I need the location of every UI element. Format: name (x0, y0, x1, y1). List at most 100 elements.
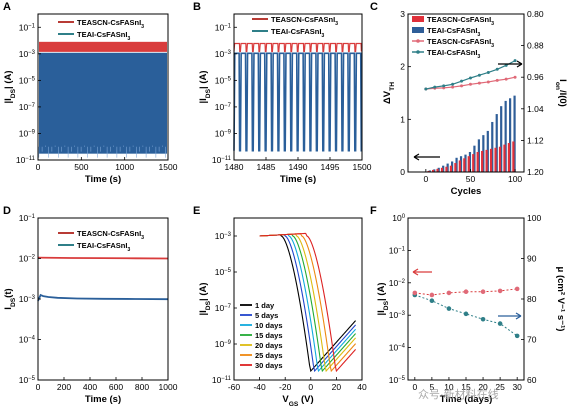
panel-a-y-tick-label: 10−7 (19, 102, 35, 112)
panel-b-x-tick-label: 1485 (257, 162, 276, 172)
teai-dvth-bar (459, 156, 463, 172)
teai-dvth-bar (486, 130, 489, 172)
panel-e-legend-item: 30 days (255, 361, 283, 370)
teai-ion-ratio-point (424, 87, 428, 91)
panel-f-y-tick-label: 10−5 (389, 375, 406, 385)
teascn-dvth-bar (476, 151, 479, 172)
panel-f-y2-tick-label: 100 (527, 213, 541, 223)
panel-c-legend-teai-bar: TEAI-CsFASnI3 (427, 26, 480, 38)
panel-b-letter: B (193, 1, 201, 13)
panel-d-x-tick-label: 200 (57, 382, 71, 392)
panel-f-y2-tick-label: 80 (527, 294, 537, 304)
panel-a-y-tick-label: 10−5 (19, 75, 36, 85)
panel-e-y-tick-label: 10−5 (215, 267, 232, 277)
panel-e-y-tick-label: 10−3 (215, 231, 232, 241)
teai-dvth-bar (455, 157, 458, 172)
panel-e-frame (233, 217, 363, 381)
teai-ion-ratio-point (486, 70, 490, 74)
panel-f-y2-tick-label: 90 (527, 254, 537, 264)
panel-f-y-tick-label: 10−1 (389, 245, 406, 255)
teascn-dvth-bar (454, 163, 457, 172)
teai-dvth-bar (442, 165, 445, 172)
panel-c-y2-tick-label: 1.20 (527, 167, 544, 177)
panel-b-y-tick-label: 10−11 (212, 155, 232, 165)
teascn-dvth-bar (431, 169, 435, 172)
teascn-dvth-bar (489, 148, 493, 172)
panel-c-xlabel: Cycles (451, 186, 482, 197)
panel-b-x-tick-label: 1490 (289, 162, 308, 172)
panel-a-letter: A (3, 1, 11, 13)
panel-c-letter: C (370, 1, 378, 13)
teascn-dvth-bar (467, 156, 470, 172)
mobility-retention-point (446, 290, 452, 296)
teai-ion-ratio-point (495, 67, 499, 71)
panel-a-legend-teascn: TEASCN-CsFASnI3 (77, 18, 144, 30)
panel-f-x-tick-label: 15 (461, 382, 471, 392)
teai-dvth-bar (428, 170, 431, 172)
panel-e-y-tick-label: 10−7 (215, 303, 231, 313)
teai-dvth-bar (495, 114, 498, 172)
panel-b-legend-teascn: TEASCN-CsFASnI3 (271, 15, 338, 27)
teai-dvth-bar (451, 161, 454, 172)
teai-ion-ratio-point (442, 84, 446, 88)
panel-d-y-tick-label: 10−2 (19, 254, 35, 264)
panel-a-y-tick-label: 10−1 (19, 22, 36, 32)
panel-d-xlabel: Time (s) (85, 394, 121, 405)
panel-c-ylabel: ΔVTH (382, 82, 396, 104)
panel-a-y-tick-label: 10−11 (16, 155, 36, 165)
panel-f-y-tick-label: 10−4 (389, 343, 406, 353)
panel-d-y-tick-label: 10−4 (19, 335, 36, 345)
ids-retention-point (429, 298, 435, 304)
panel-f-frame (407, 217, 525, 381)
teascn-dvth-bar (481, 150, 484, 172)
panel-d-letter: D (3, 205, 11, 217)
panel-a-ylabel: |IDS| (A) (3, 70, 17, 103)
mobility-retention-point (412, 290, 418, 296)
ids-retention-point (446, 306, 452, 311)
teascn-dvth-bar (503, 144, 506, 172)
teascn-dvth-bar (449, 165, 453, 172)
panel-c-y2-tick-label: 1.12 (527, 135, 544, 145)
teascn-dvth-bar (472, 154, 475, 172)
mobility-retention-point (480, 289, 486, 295)
teascn-dvth-bar (440, 167, 444, 172)
teai-dvth-bar (446, 163, 449, 172)
panel-c-y2-tick-label: 1.04 (527, 104, 544, 114)
panel-e-legend-item: 5 days (255, 311, 278, 320)
panel-f-x-tick-label: 5 (430, 382, 435, 392)
panel-e-legend-item: 20 days (255, 341, 283, 350)
panel-c-legend-teascn-bar: TEASCN-CsFASnI3 (427, 15, 494, 27)
teai-dvth-bar (477, 139, 480, 172)
teai-dvth-bar (504, 100, 507, 172)
panel-a-x-tick-label: 1500 (159, 162, 178, 172)
panel-d-x-tick-label: 800 (135, 382, 149, 392)
panel-e-x-tick-label: -40 (253, 382, 266, 392)
teascn-ion-ratio-point (477, 81, 481, 85)
teai-switching-band (39, 52, 167, 154)
panel-b-ylabel: |IDS| (A) (198, 70, 212, 103)
panel-f-x-tick-label: 0 (412, 382, 417, 392)
teascn-ion-ratio-point (451, 85, 455, 89)
teai-ion-ratio-point (460, 79, 464, 83)
panel-f-y2-tick-label: 60 (527, 375, 537, 385)
teascn-dvth-bar (494, 147, 497, 172)
teai-ion-ratio-point (513, 59, 517, 63)
panel-c-y2-tick-label: 0.96 (527, 72, 544, 82)
transfer-curve (259, 232, 357, 373)
panel-b-x-tick-label: 1480 (225, 162, 244, 172)
panel-b-y-tick-label: 10−1 (215, 22, 232, 32)
panel-e-ylabel: |IDS| (A) (198, 282, 212, 315)
teascn-pulse-train (233, 42, 362, 53)
panel-d-y-tick-label: 10−1 (19, 213, 36, 223)
teascn-ion-ratio-point (460, 84, 464, 88)
mobility-retention-point (429, 292, 435, 298)
teai-pulse-train (233, 52, 363, 152)
panel-d-x-tick-label: 600 (109, 382, 123, 392)
panel-c-y2label: Ion/I(0) (555, 79, 569, 107)
panel-e-x-tick-label: 40 (357, 382, 367, 392)
ids-retention-point (463, 311, 469, 317)
teascn-dvth-bar (512, 141, 515, 172)
panel-b-y-tick-label: 10−9 (215, 128, 232, 138)
panel-f-letter: F (370, 205, 377, 217)
teai-dvth-bar (433, 169, 436, 172)
